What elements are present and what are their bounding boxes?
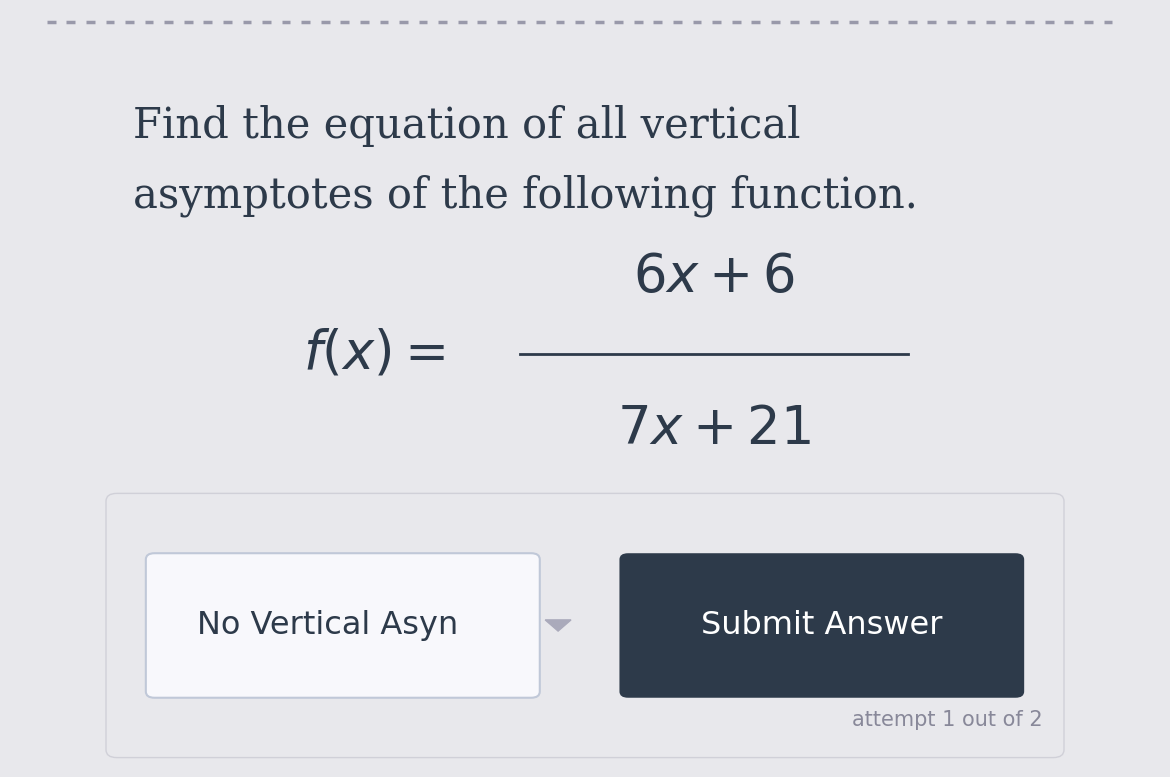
Text: Submit Answer: Submit Answer	[701, 610, 943, 641]
Text: asymptotes of the following function.: asymptotes of the following function.	[133, 175, 917, 218]
Text: attempt 1 out of 2: attempt 1 out of 2	[852, 710, 1042, 730]
Text: $6x + 6$: $6x + 6$	[633, 252, 796, 303]
FancyBboxPatch shape	[106, 493, 1064, 758]
Text: Find the equation of all vertical: Find the equation of all vertical	[133, 105, 800, 147]
Polygon shape	[545, 620, 571, 631]
FancyBboxPatch shape	[146, 553, 539, 698]
Text: No Vertical Asyn: No Vertical Asyn	[198, 610, 459, 641]
FancyBboxPatch shape	[619, 553, 1024, 698]
Text: $7x + 21$: $7x + 21$	[618, 404, 811, 455]
Text: $f(x) =$: $f(x) =$	[303, 328, 445, 379]
